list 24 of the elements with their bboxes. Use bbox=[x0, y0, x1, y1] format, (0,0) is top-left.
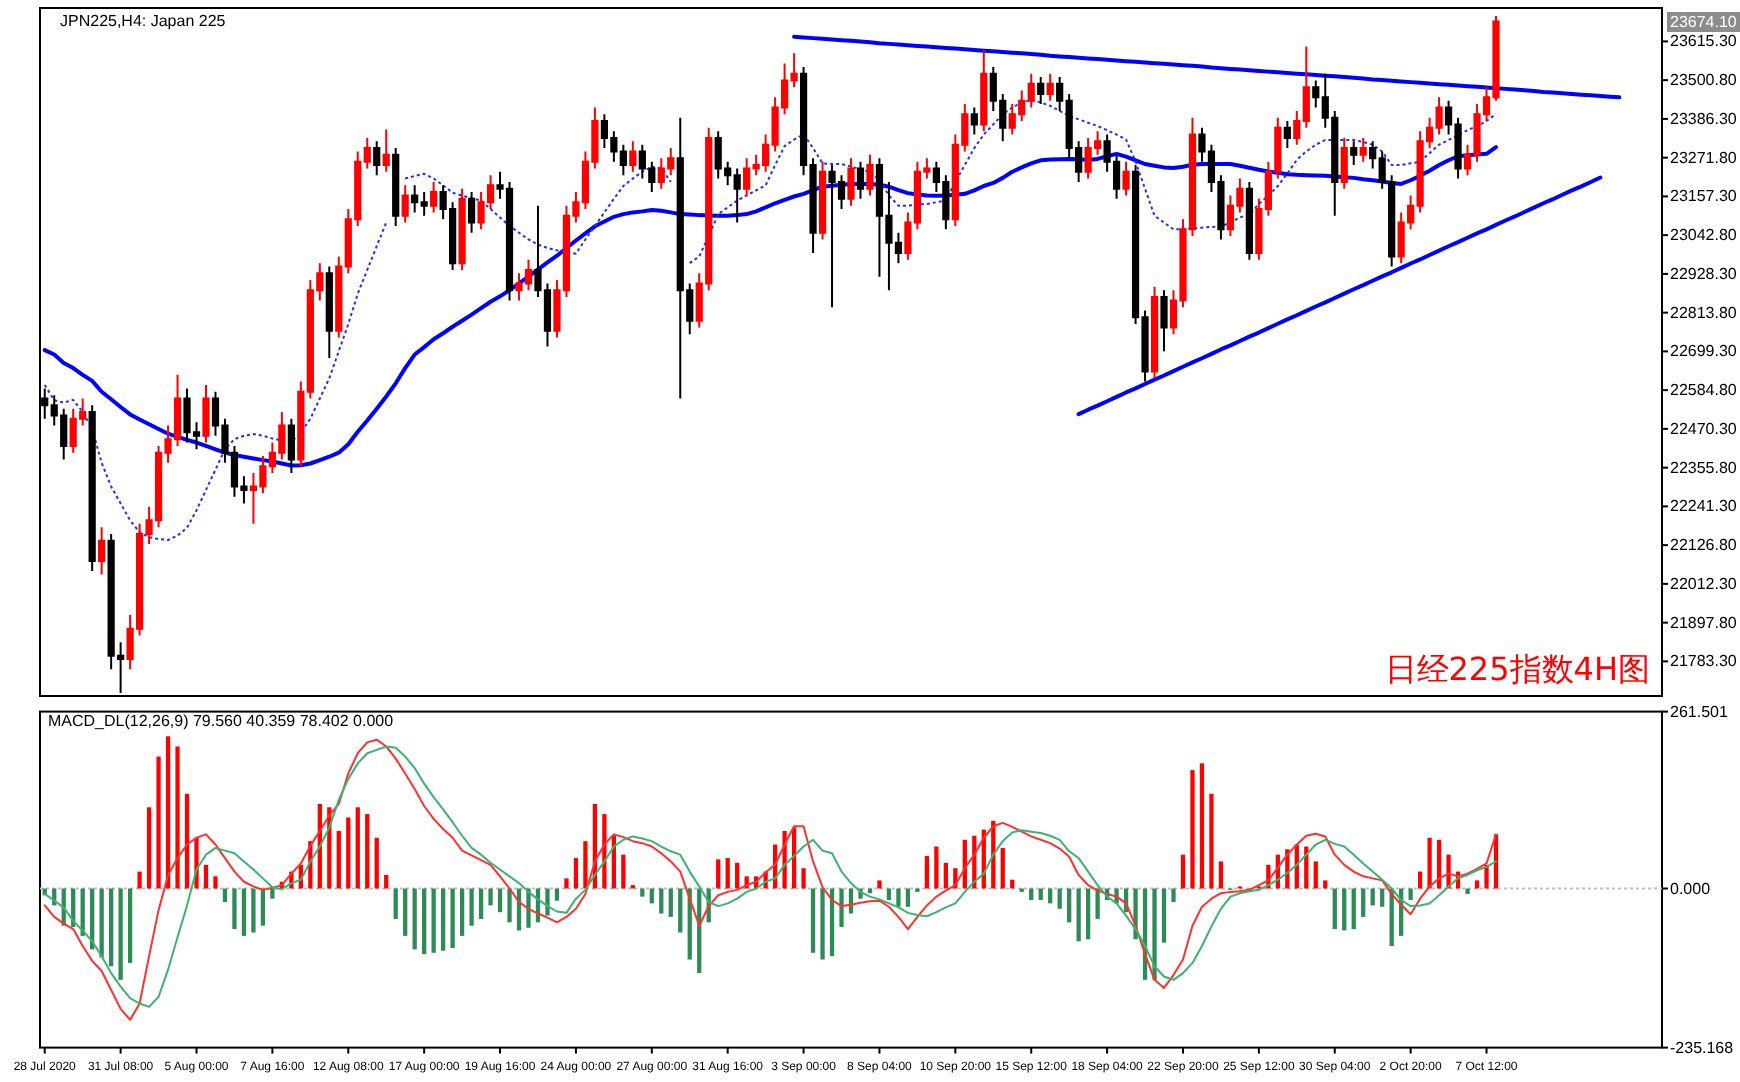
y-tick-label: 23500.80 bbox=[1670, 71, 1738, 90]
y-tick-label: 22241.30 bbox=[1670, 497, 1738, 516]
y-tick-label: 22928.30 bbox=[1670, 264, 1738, 283]
y-tick-label: 23271.80 bbox=[1670, 148, 1738, 167]
y-tick-label: 23615.30 bbox=[1670, 32, 1738, 51]
chart-title: MACD_DL(12,26,9) 79.560 40.359 78.402 0.000 bbox=[48, 711, 395, 730]
y-tick-label: 0.000 bbox=[1670, 879, 1712, 898]
y-tick-label: -235.168 bbox=[1670, 1038, 1735, 1057]
y-tick-label: 261.501 bbox=[1670, 702, 1729, 721]
text: 23674.10 bbox=[1670, 13, 1738, 31]
chart-title: JPN225,H4: Japan 225 bbox=[60, 12, 227, 30]
y-tick-label: 22355.80 bbox=[1670, 458, 1738, 477]
y-tick-label: 22470.30 bbox=[1670, 419, 1738, 438]
y-tick-label: 22126.80 bbox=[1670, 536, 1738, 555]
annotation: 日经225指数4H图 bbox=[1384, 650, 1650, 688]
y-tick-label: 22584.80 bbox=[1670, 381, 1738, 400]
y-tick-label: 22813.80 bbox=[1670, 303, 1738, 322]
y-tick-label: 21897.80 bbox=[1670, 613, 1738, 632]
y-tick-label: 21783.30 bbox=[1670, 652, 1738, 671]
y-tick-label: 23386.30 bbox=[1670, 109, 1738, 128]
y-tick-label: 23157.30 bbox=[1670, 187, 1738, 206]
y-tick-label: 22012.30 bbox=[1670, 574, 1738, 593]
y-tick-label: 23042.80 bbox=[1670, 226, 1738, 245]
y-tick-label: 22699.30 bbox=[1670, 342, 1738, 361]
